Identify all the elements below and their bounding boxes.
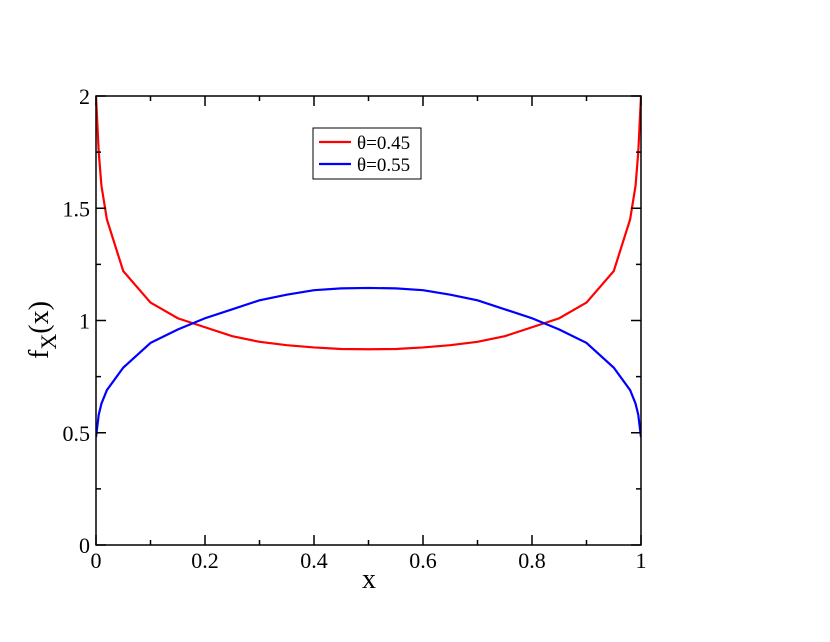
x-axis-label: x — [362, 564, 376, 595]
y-tick-label: 1 — [79, 309, 90, 334]
x-tick-label: 0.6 — [409, 548, 437, 573]
y-label-rest: (x) — [24, 301, 55, 334]
legend-label: θ=0.55 — [357, 155, 410, 176]
y-tick-label: 1.5 — [63, 196, 91, 221]
x-tick-label: 0.8 — [518, 548, 546, 573]
y-tick-label: 0.5 — [63, 421, 91, 446]
legend-label: θ=0.45 — [357, 133, 410, 154]
y-tick-label: 2 — [79, 84, 90, 109]
data-line — [96, 286, 641, 438]
x-tick-label: 0 — [91, 548, 102, 573]
y-label-base: f — [24, 349, 55, 359]
x-tick-label: 1 — [636, 548, 647, 573]
legend-box — [312, 127, 422, 180]
x-tick-label: 0.2 — [191, 548, 219, 573]
y-tick-label: 0 — [79, 533, 90, 558]
y-axis-label: fX(x) — [24, 301, 61, 359]
data-line — [96, 96, 641, 351]
x-tick-label: 0.4 — [300, 548, 328, 573]
y-label-sub: X — [36, 334, 61, 350]
